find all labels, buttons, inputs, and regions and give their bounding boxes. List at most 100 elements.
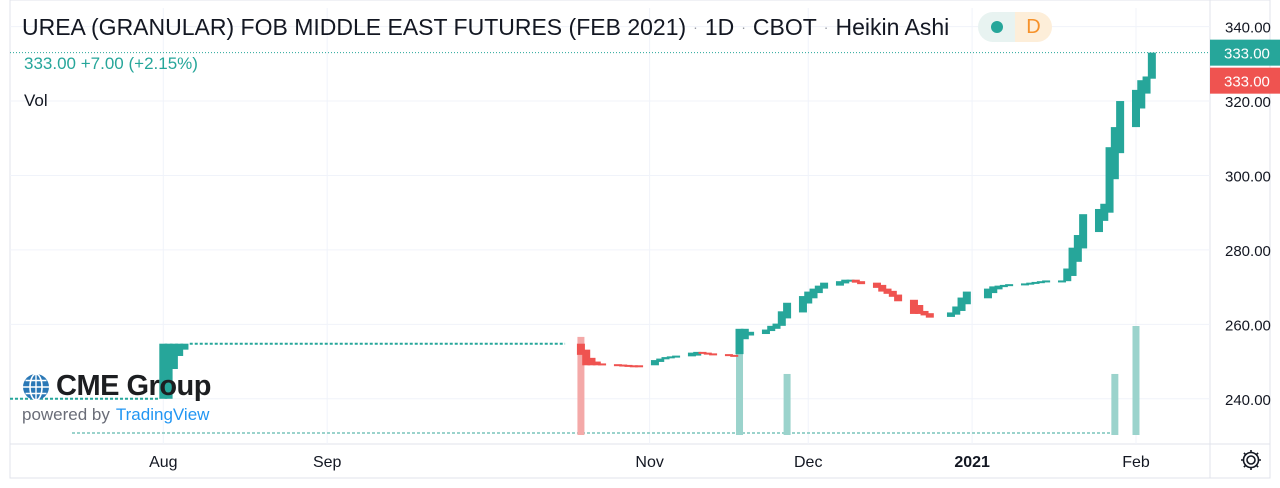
candle: [1042, 280, 1051, 283]
price-change: +7.00: [80, 54, 124, 73]
candle: [159, 343, 168, 399]
axes: 340.00 320.00 300.00 280.00 260.00 240.00 Aug S…: [149, 20, 1280, 471]
candle: [613, 364, 622, 367]
candle: [746, 331, 755, 336]
volume-indicator-label[interactable]: Vol: [24, 91, 48, 110]
last-price-tag-text: 333.00: [1224, 46, 1270, 63]
logo-text: CME Group: [56, 370, 212, 402]
candle: [624, 364, 633, 367]
candle: [735, 328, 744, 355]
candle: [703, 352, 712, 355]
candle: [1068, 247, 1077, 276]
candle: [635, 365, 644, 368]
time-tick-label: Aug: [149, 454, 177, 471]
candle: [730, 354, 739, 357]
candle: [851, 279, 860, 283]
candle: [180, 343, 189, 350]
candle: [164, 343, 173, 399]
candle: [698, 351, 707, 354]
candle: [1110, 127, 1119, 180]
separator: ·: [693, 19, 698, 35]
price-change-percent: (+2.15%): [128, 54, 198, 73]
cme-group-logo: CME Group powered by TradingView: [22, 370, 212, 425]
globe-icon: [23, 372, 49, 401]
candle: [592, 361, 601, 366]
candle: [1137, 80, 1146, 109]
price-tick-label: 340.00: [1225, 20, 1271, 37]
volume-bar: [577, 336, 585, 435]
candle: [1142, 76, 1151, 94]
candle: [650, 360, 659, 366]
price-tick-label: 240.00: [1225, 392, 1271, 409]
candle: [619, 364, 628, 367]
candle: [1026, 282, 1035, 285]
candle: [820, 282, 829, 289]
candle: [999, 284, 1008, 288]
candle: [1079, 214, 1088, 249]
candle: [989, 286, 998, 294]
candle: [175, 343, 184, 356]
last-price: 333.00: [24, 54, 76, 73]
candle: [777, 311, 786, 326]
volume-bar: [1132, 326, 1140, 435]
candle: [740, 328, 749, 340]
candle: [1036, 281, 1045, 284]
candle: [666, 356, 675, 359]
candle: [1073, 235, 1082, 262]
price-tick-label: 300.00: [1225, 168, 1271, 185]
candle: [946, 312, 955, 317]
chart-frame: [9, 0, 1271, 479]
candle: [1105, 147, 1114, 213]
close-price-tag-text: 333.00: [1224, 74, 1270, 91]
candle: [598, 363, 607, 366]
candle: [783, 302, 792, 319]
chart-style-label[interactable]: Heikin Ashi: [835, 13, 950, 40]
candle: [1100, 203, 1109, 221]
candle: [587, 357, 596, 366]
candle: [709, 353, 718, 356]
powered-by-text: powered by TradingView: [22, 405, 211, 425]
candle: [1063, 268, 1072, 282]
candle: [1031, 281, 1040, 284]
candle: [724, 354, 733, 357]
candle: [169, 343, 178, 370]
candle: [920, 310, 929, 316]
interval-label[interactable]: 1D: [704, 13, 735, 40]
candle: [672, 355, 681, 358]
candle: [693, 351, 702, 356]
gear-icon[interactable]: [1238, 447, 1264, 473]
candle: [576, 343, 585, 355]
separator: ·: [823, 19, 829, 35]
candle: [772, 323, 781, 329]
market-status-badge[interactable]: [978, 12, 1015, 42]
candle: [872, 282, 881, 288]
candle: [878, 284, 887, 292]
candle: [962, 291, 971, 305]
candle: [888, 290, 897, 297]
candle: [687, 352, 696, 357]
candle: [1131, 89, 1140, 128]
candle: [656, 358, 665, 362]
candle: [957, 297, 966, 311]
candle: [661, 357, 670, 360]
candle: [1094, 208, 1103, 233]
tradingview-link[interactable]: TradingView: [115, 405, 210, 424]
delayed-data-badge[interactable]: D: [1015, 12, 1052, 42]
time-tick-label: Feb: [1122, 454, 1150, 471]
candle: [994, 285, 1003, 290]
symbol-name[interactable]: UREA (GRANULAR) FOB MIDDLE EAST FUTURES …: [22, 13, 687, 40]
candle: [846, 279, 855, 282]
price-change-line: 333.00 +7.00 (+2.15%): [24, 54, 198, 74]
candle: [761, 329, 770, 335]
status-badges: D: [978, 12, 1052, 42]
volume-bar: [783, 373, 791, 435]
candle: [952, 306, 961, 315]
candle: [809, 288, 818, 299]
price-tick-label: 320.00: [1225, 94, 1271, 111]
volume-bar: [736, 336, 744, 435]
price-tick-label: 280.00: [1225, 243, 1271, 260]
volume-series: [72, 326, 1140, 435]
candle: [814, 285, 823, 294]
